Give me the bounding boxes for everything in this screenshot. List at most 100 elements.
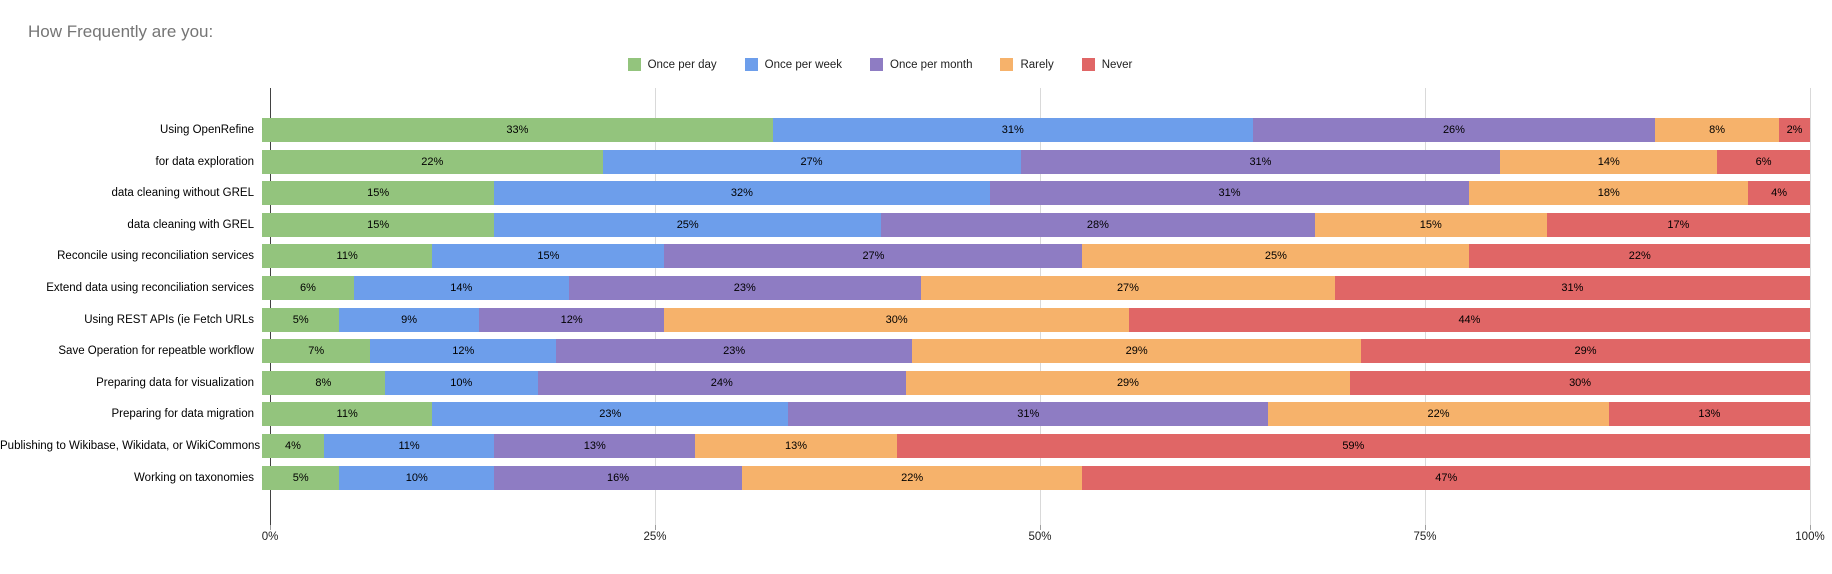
x-axis-tick-label: 25%: [643, 531, 667, 543]
bar-segment[interactable]: 10%: [339, 465, 495, 490]
bar-segment[interactable]: 11%: [323, 433, 495, 458]
bar-segment[interactable]: 31%: [989, 181, 1470, 206]
bar-segment[interactable]: 2%: [1779, 118, 1810, 142]
bar-segment[interactable]: 31%: [1334, 275, 1810, 300]
bar-segment[interactable]: 8%: [262, 370, 385, 395]
bar-segment[interactable]: 18%: [1469, 181, 1749, 206]
legend-label: Once per month: [890, 58, 973, 71]
bar-value-label: 16%: [607, 471, 630, 484]
chart-row: Working on taxonomies 5% 10% 16% 22% 47%: [0, 465, 1811, 490]
bar-value-label: 22%: [1628, 250, 1651, 263]
bar-value-label: 13%: [583, 439, 606, 452]
chart-row: data cleaning without GREL 15% 32% 31% 18% 4%: [0, 181, 1810, 206]
category-label: Extend data using reconciliation service…: [46, 281, 254, 294]
bar-value-label: 25%: [676, 218, 699, 231]
bar-segment[interactable]: 26%: [1252, 118, 1656, 142]
category-label: data cleaning with GREL: [127, 218, 254, 231]
bar-segment[interactable]: 29%: [1361, 339, 1811, 364]
bar-segment[interactable]: 5%: [262, 307, 340, 332]
bar-segment[interactable]: 15%: [262, 212, 495, 237]
bar-segment[interactable]: 15%: [1314, 212, 1547, 237]
bar-segment[interactable]: 47%: [1082, 465, 1811, 490]
stacked-bar: 6% 14% 23% 27% 31%: [262, 275, 1810, 300]
bar-value-label: 26%: [1442, 124, 1465, 136]
category-label: Reconcile using reconciliation services: [57, 250, 254, 263]
bar-segment[interactable]: 31%: [788, 402, 1269, 427]
bar-segment[interactable]: 31%: [772, 118, 1253, 142]
chart-row: Publishing to Wikibase, Wikidata, or Wik…: [0, 433, 1810, 458]
bar-segment[interactable]: 32%: [494, 181, 990, 206]
axis-tick: [1810, 525, 1811, 530]
bar-value-label: 11%: [398, 439, 420, 452]
bar-segment[interactable]: 14%: [1500, 149, 1718, 174]
bar-segment[interactable]: 15%: [432, 244, 665, 269]
axis-tick: [1040, 525, 1041, 530]
bar-value-label: 17%: [1667, 218, 1690, 231]
plot-area: [270, 88, 1811, 530]
bar-segment[interactable]: 59%: [896, 433, 1810, 458]
bar-segment[interactable]: 30%: [1350, 370, 1810, 395]
bar-segment[interactable]: 23%: [556, 339, 913, 364]
stacked-bar: 5% 10% 16% 22% 47%: [262, 465, 1811, 490]
bar-segment[interactable]: 7%: [262, 339, 371, 364]
bar-segment[interactable]: 25%: [1082, 244, 1470, 269]
bar-value-label: 23%: [733, 281, 756, 294]
bar-segment[interactable]: 16%: [494, 465, 742, 490]
bar-segment[interactable]: 29%: [912, 339, 1362, 364]
bar-segment[interactable]: 22%: [1469, 244, 1810, 269]
bar-segment[interactable]: 13%: [1608, 402, 1810, 427]
bar-segment[interactable]: 8%: [1655, 118, 1780, 142]
bar-segment[interactable]: 11%: [262, 244, 433, 269]
bar-value-label: 14%: [450, 281, 473, 294]
bar-segment[interactable]: 13%: [494, 433, 696, 458]
bar-value-label: 11%: [336, 408, 358, 421]
bar-segment[interactable]: 33%: [262, 118, 773, 142]
bar-segment[interactable]: 11%: [262, 402, 433, 427]
bar-segment[interactable]: 28%: [881, 212, 1315, 237]
bar-value-label: 10%: [450, 376, 473, 389]
bar-value-label: 22%: [901, 471, 924, 484]
bar-segment[interactable]: 30%: [664, 307, 1129, 332]
bar-segment[interactable]: 14%: [353, 275, 569, 300]
bar-segment[interactable]: 22%: [1268, 402, 1609, 427]
category-label: Using OpenRefine: [160, 124, 254, 136]
stacked-bar: 15% 32% 31% 18% 4%: [262, 181, 1810, 206]
bar-segment[interactable]: 22%: [741, 465, 1083, 490]
legend-label: Once per day: [647, 58, 717, 71]
bar-segment[interactable]: 23%: [568, 275, 922, 300]
bar-segment[interactable]: 12%: [370, 339, 557, 364]
bar-value-label: 7%: [308, 345, 325, 358]
bar-segment[interactable]: 10%: [384, 370, 538, 395]
bar-segment[interactable]: 6%: [1717, 149, 1810, 174]
bar-segment[interactable]: 23%: [432, 402, 789, 427]
bar-segment[interactable]: 4%: [1748, 181, 1810, 206]
bar-segment[interactable]: 24%: [537, 370, 906, 395]
bar-value-label: 27%: [1116, 281, 1139, 294]
bar-segment[interactable]: 31%: [1020, 149, 1501, 174]
bar-segment[interactable]: 27%: [664, 244, 1083, 269]
x-axis: 0% 25% 50% 75% 100%: [262, 531, 1825, 547]
bar-segment[interactable]: 6%: [262, 275, 354, 300]
bar-segment[interactable]: 9%: [339, 307, 479, 332]
bar-segment[interactable]: 27%: [921, 275, 1335, 300]
bar-segment[interactable]: 5%: [262, 465, 340, 490]
bar-segment[interactable]: 25%: [494, 212, 882, 237]
bar-segment[interactable]: 13%: [695, 433, 897, 458]
bar-segment[interactable]: 29%: [905, 370, 1351, 395]
bar-segment[interactable]: 22%: [262, 149, 603, 174]
x-axis-tick-label: 100%: [1795, 531, 1825, 543]
bar-segment[interactable]: 44%: [1128, 307, 1811, 332]
chart-row: Using OpenRefine 33% 31% 26% 8% 2%: [0, 118, 1810, 142]
bar-value-label: 4%: [285, 439, 301, 452]
bar-segment[interactable]: 4%: [262, 433, 324, 458]
bar-value-label: 30%: [885, 313, 908, 326]
bar-segment[interactable]: 12%: [478, 307, 665, 332]
bar-segment[interactable]: 17%: [1546, 212, 1810, 237]
bar-value-label: 31%: [1561, 281, 1584, 294]
chart-row: data cleaning with GREL 15% 25% 28% 15% 17%: [0, 212, 1810, 237]
category-label: Save Operation for repeatble workflow: [58, 345, 254, 358]
bar-segment[interactable]: 15%: [262, 181, 495, 206]
bar-segment[interactable]: 27%: [602, 149, 1021, 174]
stacked-bar: 8% 10% 24% 29% 30%: [262, 370, 1810, 395]
bar-value-label: 11%: [336, 250, 358, 263]
